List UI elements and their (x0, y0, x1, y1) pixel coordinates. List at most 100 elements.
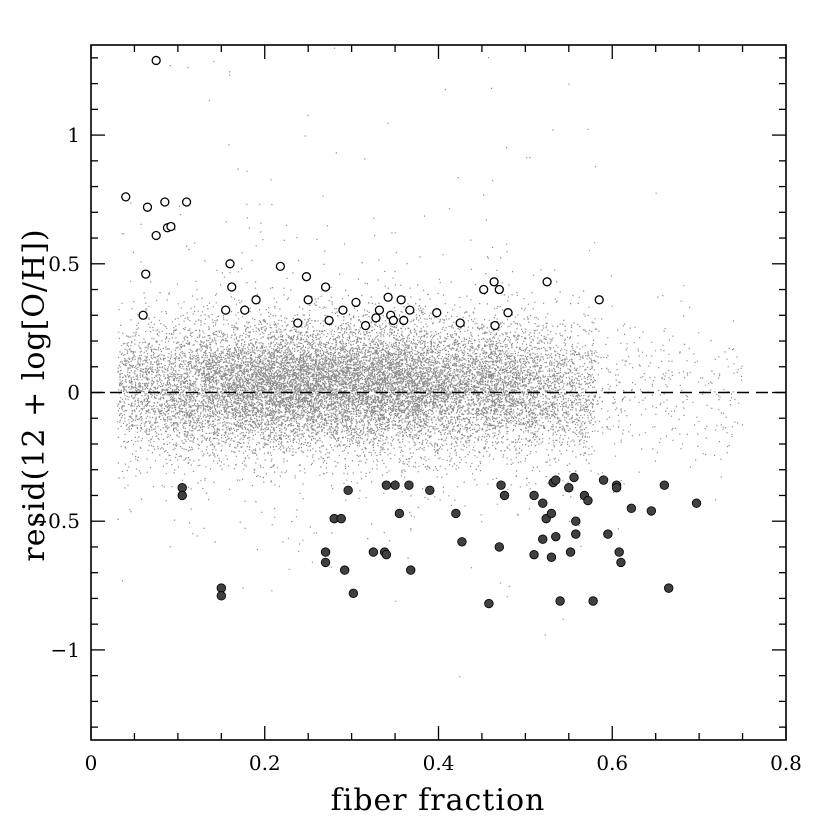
open-point (399, 315, 409, 326)
x-tick-label: 0.2 (249, 751, 281, 775)
open-point (360, 320, 371, 331)
open-point (151, 55, 161, 66)
open-point (324, 315, 334, 326)
filled-point (368, 547, 379, 557)
filled-point (494, 542, 505, 552)
open-point (383, 292, 393, 302)
open-point (494, 284, 504, 295)
open-point (490, 320, 500, 331)
filled-point (546, 508, 557, 519)
filled-point (499, 490, 510, 501)
filled-point (381, 549, 392, 560)
open-point (396, 295, 406, 305)
axis-ticks (90, 45, 787, 740)
filled-point (571, 516, 581, 526)
filled-point (546, 552, 557, 562)
filled-point (320, 547, 331, 557)
filled-point (406, 565, 416, 575)
open-point (432, 308, 442, 318)
filled-point (598, 475, 609, 485)
filled-point (691, 498, 702, 508)
filled-point (394, 508, 405, 519)
x-tick-label: 0 (85, 751, 98, 775)
open-point (142, 202, 153, 212)
filled-point (626, 503, 637, 514)
filled-point (177, 490, 187, 501)
filled-point (588, 596, 598, 606)
filled-point (404, 480, 414, 490)
open-point (251, 295, 261, 305)
x-axis-label: fiber fraction (331, 783, 546, 818)
filled-point (216, 591, 227, 601)
filled-point (616, 557, 626, 568)
open-point (293, 318, 303, 328)
filled-point (348, 588, 359, 598)
filled-point (529, 490, 539, 501)
filled-point (177, 483, 187, 493)
filled-point (603, 529, 613, 539)
y-tick-label: 1 (67, 123, 80, 147)
filled-point (583, 495, 593, 506)
open-point (181, 197, 192, 207)
open-point (455, 318, 465, 328)
x-tick-label: 0.6 (596, 751, 628, 775)
filled-point (571, 529, 581, 539)
open-point (160, 197, 170, 207)
filled-point (646, 506, 657, 516)
filled-point (343, 485, 353, 496)
open-point (388, 315, 398, 326)
open-circle-series (121, 55, 604, 331)
filled-point (551, 531, 561, 542)
y-tick-label: 0.5 (48, 252, 80, 276)
filled-point (390, 480, 400, 490)
open-point (503, 308, 513, 318)
open-point (221, 305, 231, 315)
x-tick-label: 0.4 (423, 751, 455, 775)
y-axis-label: resid(12 + log[O/H]) (17, 228, 52, 561)
filled-point (529, 549, 539, 560)
open-point (338, 305, 348, 315)
open-point (374, 305, 385, 315)
filled-point (320, 557, 331, 568)
filled-point (564, 483, 574, 493)
open-point (301, 272, 312, 282)
filled-point (611, 483, 622, 493)
open-point (371, 313, 381, 323)
x-tick-label: 0.8 (770, 751, 802, 775)
filled-point (614, 547, 624, 557)
filled-point (425, 485, 435, 496)
open-point (240, 305, 250, 315)
open-point (151, 230, 161, 241)
open-point (320, 282, 331, 292)
open-point (121, 192, 131, 202)
filled-point (451, 508, 461, 519)
filled-point (659, 480, 670, 490)
filled-point (496, 480, 506, 490)
open-point (141, 269, 151, 279)
open-point (303, 295, 313, 305)
filled-circle-series (177, 472, 702, 609)
open-point (225, 259, 235, 269)
open-point (227, 282, 237, 292)
y-tick-label: −1 (51, 638, 80, 662)
open-point (479, 284, 489, 295)
filled-point (381, 480, 392, 490)
filled-point (569, 472, 579, 483)
filled-point (551, 475, 561, 485)
open-point (138, 310, 148, 320)
filled-point (457, 537, 467, 547)
tick-labels: 0 0.2 0.4 0.6 0.8 −1 −0.5 0 0.5 1 (31, 123, 801, 775)
y-tick-label: −0.5 (31, 509, 80, 533)
y-tick-label: 0 (67, 381, 80, 405)
open-point (351, 297, 361, 308)
filled-point (555, 596, 565, 606)
filled-point (336, 513, 346, 524)
filled-point (538, 534, 548, 544)
filled-point (538, 498, 548, 508)
open-point (489, 277, 499, 287)
filled-point (216, 583, 227, 593)
open-point (405, 305, 415, 315)
open-point (542, 277, 552, 287)
